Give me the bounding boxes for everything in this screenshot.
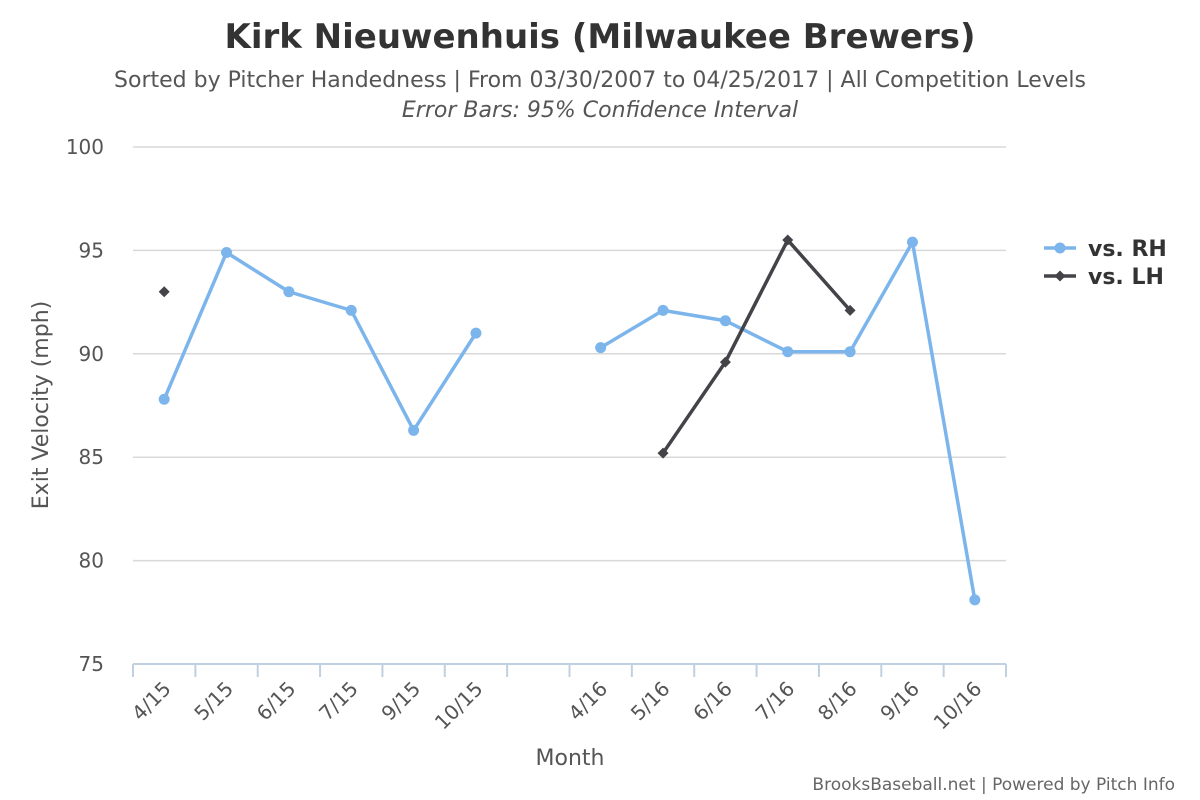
legend-item: vs. LH <box>1044 265 1164 290</box>
legend-item: vs. RH <box>1044 237 1167 262</box>
series-rh <box>158 236 981 606</box>
data-point <box>719 315 731 327</box>
data-point <box>782 346 794 358</box>
chart-subtitle: Sorted by Pitcher Handedness | From 03/3… <box>114 68 1086 93</box>
y-tick-label: 95 <box>79 238 104 262</box>
y-tick-label: 90 <box>79 342 104 366</box>
x-tick-label: 9/15 <box>376 677 425 726</box>
legend: vs. RH vs. LH <box>1044 237 1167 290</box>
x-tick-label: 4/15 <box>127 677 176 726</box>
legend-marker <box>1054 242 1066 254</box>
data-point <box>408 424 420 436</box>
series-line <box>661 238 852 455</box>
data-point <box>657 304 669 316</box>
legend-marker <box>1054 270 1066 282</box>
x-tick-label: 7/15 <box>314 677 363 726</box>
data-point <box>158 286 170 298</box>
y-tick-label: 100 <box>66 135 104 159</box>
data-point <box>782 234 794 246</box>
x-tick-label: 10/16 <box>929 677 987 735</box>
chart-title: Kirk Nieuwenhuis (Milwaukee Brewers) <box>224 17 975 57</box>
x-tick-label: 10/15 <box>430 677 488 735</box>
series-lh <box>158 234 856 459</box>
x-axis-label: Month <box>536 746 605 771</box>
y-tick-label: 80 <box>79 549 104 573</box>
data-point <box>844 346 856 358</box>
data-point <box>470 327 482 339</box>
data-point <box>283 286 295 298</box>
y-tick-label: 85 <box>79 445 104 469</box>
data-point <box>158 393 170 405</box>
y-tick-label: 75 <box>79 652 104 676</box>
error-bars-note: Error Bars: 95% Confidence Interval <box>402 98 798 123</box>
y-axis-label: Exit Velocity (mph) <box>29 301 54 509</box>
y-axis-ticks: 75 80 85 90 95 100 <box>66 135 104 676</box>
data-point <box>595 342 607 354</box>
credit-text: BrooksBaseball.net | Powered by Pitch In… <box>812 775 1175 795</box>
data-point <box>657 447 669 459</box>
data-point <box>719 356 731 368</box>
x-tick-label: 6/16 <box>688 677 737 726</box>
data-point <box>221 246 233 258</box>
x-tick-label: 8/16 <box>813 677 862 726</box>
x-tick-label: 9/16 <box>875 677 924 726</box>
x-tick-label: 7/16 <box>751 677 800 726</box>
data-point <box>906 236 918 248</box>
x-tick-label: 6/15 <box>252 677 301 726</box>
data-point <box>844 304 856 316</box>
gridlines <box>133 146 1006 562</box>
series-line <box>162 250 478 433</box>
series-layer <box>158 234 981 606</box>
legend-label: vs. LH <box>1088 265 1164 290</box>
series-line <box>599 240 977 601</box>
x-axis: 4/15 5/15 6/15 7/15 9/15 10/15 4/16 5/16 6/16 7/1… <box>127 663 1007 735</box>
x-tick-label: 5/16 <box>626 677 675 726</box>
legend-label: vs. RH <box>1088 237 1167 262</box>
x-tick-label: 5/15 <box>189 677 238 726</box>
x-tick-label: 4/16 <box>563 677 612 726</box>
data-point <box>969 594 981 606</box>
data-point <box>345 304 357 316</box>
